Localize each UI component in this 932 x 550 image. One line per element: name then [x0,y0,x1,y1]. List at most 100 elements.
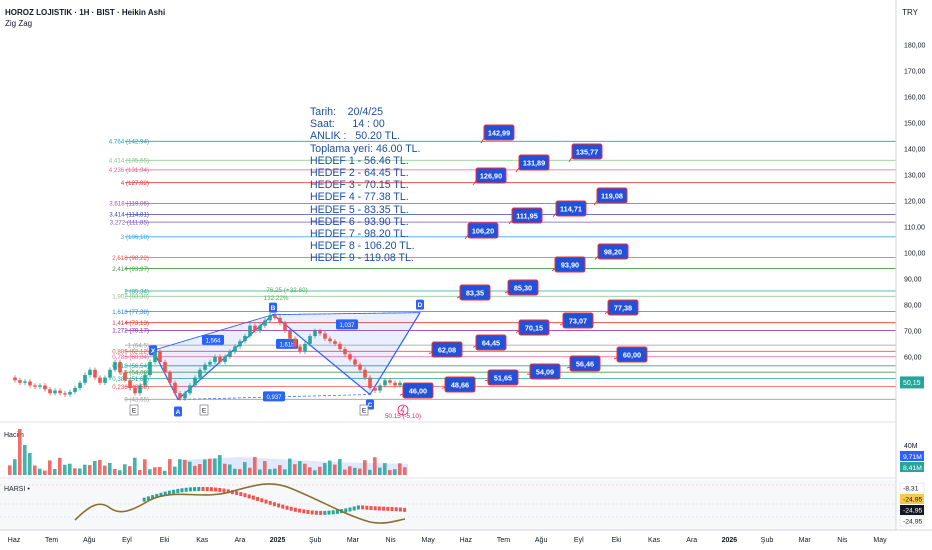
target-badge [607,299,639,316]
fib-level-label: 0,382 (51,62) [112,376,149,383]
candle-body [138,385,142,394]
oscillator-candle [151,495,155,500]
target-badge [475,167,507,184]
event-marker-label: E [202,408,207,415]
harmonic-point-label: X [151,348,156,355]
candle-body [43,385,47,390]
candle-body [388,380,392,383]
candle-body [198,369,202,378]
fib-level-label: 2,414 (93,97) [112,266,149,273]
price-tick-label: 120,00 [904,198,926,205]
candle-body [23,381,27,383]
volume-bar [368,469,372,475]
candle-body [238,341,242,347]
volume-bar [48,460,52,475]
harmonic-ratio-badge [276,338,298,349]
oscillator-candle [264,499,268,504]
volume-bar [393,469,397,475]
fib-level-label: 2,618 (98,22) [112,255,149,262]
oscillator-signal-line [74,483,406,524]
candle-body [333,341,337,344]
oscillator-candle [142,497,146,502]
volume-bar [328,460,332,475]
event-marker [129,404,139,416]
candle-body [268,315,272,321]
volume-bar [298,461,302,475]
volume-bar [158,467,162,475]
oscillator-candle [352,506,356,511]
volume-bar [8,465,12,475]
candle-body [358,364,362,370]
candle-body [343,349,347,355]
target-badge [487,369,519,386]
candle-body [83,375,87,383]
info-line: Toplama yeri: 46.00 TL. [310,142,421,155]
target-label: 56,46 [576,360,594,369]
time-tick-label: Haz [8,537,21,544]
candle-body [58,390,62,394]
oscillator-value-label: -24,95 [903,497,922,504]
volume-bar [268,469,272,475]
candle-body [118,362,122,373]
price-tick-label: 130,00 [904,172,926,179]
candle-body [253,325,257,331]
volume-bar [88,465,92,475]
oscillator-candle [201,487,205,492]
candle-body [273,315,277,318]
target-label: 135,77 [576,148,598,157]
target-label: 114,71 [560,205,582,214]
volume-value-label: 8,41M [903,465,922,472]
time-tick-label: Mar [347,537,360,544]
time-tick-label: Kas [648,537,661,544]
last-price-label: 50,15 [903,380,921,387]
volume-bar [338,459,342,475]
candle-body [223,356,227,363]
volume-bar [13,459,17,475]
candle-body [353,359,357,365]
time-tick-label: Haz [460,537,473,544]
target-badge [511,207,543,224]
volume-bar [208,458,212,475]
price-tick-label: 170,00 [904,68,926,75]
event-marker [199,404,209,416]
volume-bar [118,470,122,475]
fib-level-label: 4,414 (135,65) [109,158,149,165]
fib-level-label: 3,414 (114,81) [109,212,149,219]
chart-title: HOROZ LOJISTIK · 1H · BIST · Heikin Ashi [5,8,166,17]
oscillator-candle [167,490,171,495]
volume-bar [168,459,172,475]
oscillator-candle [310,510,314,515]
volume-bar [93,460,97,475]
time-tick-label: Ara [686,537,697,544]
info-line: HEDEF 3 - 70.15 TL. [310,179,409,192]
oscillator-badge [900,505,924,515]
harmonic-point-label: D [418,302,423,309]
candle-body [318,330,322,334]
oscillator-candle [214,487,218,492]
time-tick-label: May [873,537,887,544]
target-label: 54,09 [536,368,554,377]
target-label: 142,99 [488,129,510,138]
fib-level-label: 4,236 (131,94) [109,167,149,174]
fib-level-label: 3 (106,18) [121,234,149,241]
candle-body [373,388,377,391]
candle-body [28,381,32,386]
currency-label[interactable]: TRY [902,8,918,17]
info-line: HEDEF 6 - 93.90 TL. [310,215,409,228]
target-label: 126,90 [480,172,502,181]
oscillator-candle [373,506,377,511]
candle-body [63,393,67,395]
target-badge [518,319,550,336]
volume-bar [313,470,317,475]
candle-body [313,330,317,337]
fib-level-label: 4,764 (142,94) [109,139,149,146]
target-badge [444,376,476,393]
oscillator-candle [251,495,255,500]
oscillator-candle [176,488,180,493]
target-badge [507,279,539,296]
volume-bar [133,457,137,475]
oscillator-candle [260,498,264,503]
info-line: ANLIK : 50.20 TL. [310,130,400,143]
candle-body [168,372,172,383]
